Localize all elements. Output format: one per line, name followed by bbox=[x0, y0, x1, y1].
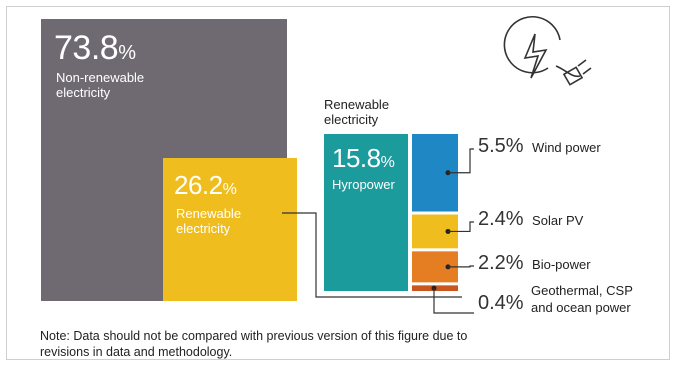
solar-leader bbox=[448, 221, 474, 233]
renewable-breakdown-header: Renewable electricity bbox=[324, 97, 390, 127]
geothermal-name: Geothermal, CSP and ocean power bbox=[531, 283, 633, 315]
bio-leader bbox=[448, 265, 474, 268]
solar-value: 2.4% bbox=[478, 208, 524, 230]
renewable-connector bbox=[282, 212, 462, 298]
wind-leader bbox=[448, 148, 474, 174]
renewable-value: 26.2% bbox=[174, 170, 237, 200]
wind-label: 5.5% Wind power bbox=[478, 135, 601, 158]
hydropower-block bbox=[324, 134, 408, 291]
non-renewable-value: 73.8% bbox=[54, 29, 136, 67]
bio-label: 2.2% Bio-power bbox=[478, 252, 591, 275]
solar-name: Solar PV bbox=[532, 213, 584, 228]
wind-value: 5.5% bbox=[478, 135, 524, 157]
geothermal-leader bbox=[433, 288, 474, 314]
hydropower-value: 15.8% bbox=[332, 143, 395, 173]
wind-name: Wind power bbox=[532, 140, 601, 155]
renewable-label: Renewable electricity bbox=[176, 206, 242, 236]
bio-name: Bio-power bbox=[532, 257, 591, 272]
footnote: Note: Data should not be compared with p… bbox=[40, 329, 468, 359]
electric-plug-icon bbox=[503, 15, 592, 86]
non-renewable-label: Non-renewable electricity bbox=[56, 70, 145, 100]
hydropower-label: Hyropower bbox=[332, 177, 395, 192]
renewable-block bbox=[163, 158, 297, 301]
bio-value: 2.2% bbox=[478, 252, 524, 274]
geothermal-value: 0.4% bbox=[478, 292, 524, 314]
solar-label: 2.4% Solar PV bbox=[478, 208, 583, 231]
